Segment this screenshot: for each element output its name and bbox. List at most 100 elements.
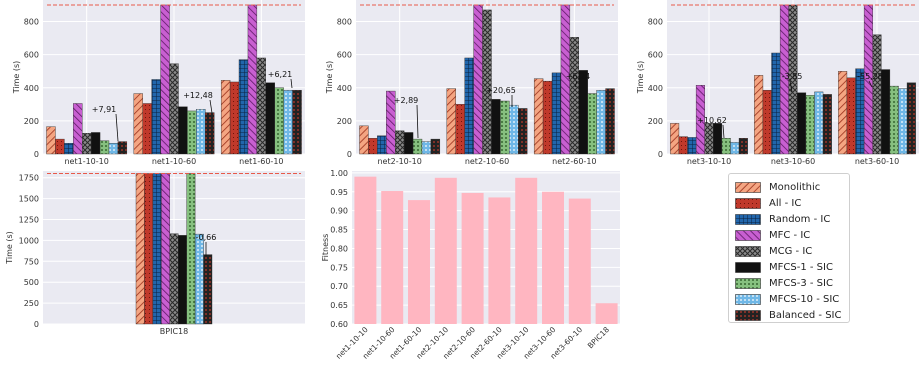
legend-swatch: [735, 261, 761, 273]
annotation-arrow: [574, 80, 578, 88]
legend-label: Monolithic: [769, 181, 821, 193]
bar: [509, 104, 519, 155]
fitness-bar: [354, 176, 377, 324]
legend-item: MCG - IC: [735, 245, 812, 257]
y-tick-label: 400: [648, 84, 663, 93]
y-tick-label: 1000: [19, 236, 39, 245]
y-axis-label: Fitness: [321, 234, 330, 262]
x-tick-label: net3-10-10: [687, 157, 731, 166]
legend-item: All - IC: [735, 197, 801, 209]
bar: [587, 93, 597, 155]
y-axis-label: Time (s): [5, 231, 14, 265]
y-axis-label: Time (s): [12, 61, 21, 95]
chart-bpic: 0 250 500 750 1000 1250 1500 1750 Time (s) BPIC18…: [5, 171, 305, 336]
bar: [569, 37, 579, 155]
bar: [518, 108, 528, 155]
legend-item: Monolithic: [735, 181, 820, 193]
delta-annotation: +12,48: [183, 91, 213, 100]
delta-annotation: +20,65: [486, 86, 516, 95]
bar: [797, 92, 807, 155]
x-tick-label: net2-10-60: [465, 157, 509, 166]
bar: [377, 135, 387, 155]
x-tick-label: net1-60-10: [239, 157, 283, 166]
x-tick-label: net1-10-60: [152, 157, 196, 166]
y-axis-label: Time (s): [325, 61, 334, 95]
annotation-arrow: [209, 99, 213, 114]
delta-annotation: +2,89: [394, 96, 419, 105]
legend-swatch: [735, 245, 761, 257]
bar: [108, 143, 119, 155]
y-tick-label: 0.95: [330, 188, 348, 197]
bar: [55, 138, 65, 155]
y-tick-label: 600: [24, 51, 39, 60]
bar: [64, 143, 74, 155]
bar: [90, 132, 101, 155]
bar: [551, 72, 562, 155]
legend: Monolithic All - IC Random - IC MFC - IC…: [728, 173, 850, 323]
bar: [704, 123, 714, 155]
y-tick-label: 600: [337, 51, 352, 60]
fitness-bar: [542, 191, 564, 324]
y-tick-label: 0: [658, 150, 663, 159]
bar: [533, 78, 544, 155]
bar: [196, 109, 206, 155]
y-tick-label: 1500: [19, 195, 39, 204]
y-axis-label: Time (s): [636, 61, 645, 95]
bar: [178, 106, 188, 155]
bar: [814, 91, 824, 155]
legend-label: MFCS-3 - SIC: [769, 277, 833, 289]
bar: [596, 90, 606, 155]
bar: [838, 71, 848, 155]
bar: [482, 9, 492, 155]
bar: [491, 99, 501, 155]
bar: [430, 138, 441, 155]
fitness-bar: [381, 191, 404, 324]
bar: [178, 235, 187, 325]
y-tick-label: 400: [24, 84, 39, 93]
y-tick-label: 800: [648, 18, 663, 27]
y-tick-label: 200: [337, 117, 352, 126]
bar: [412, 138, 423, 155]
bar: [274, 87, 284, 155]
bar: [151, 79, 161, 155]
bar: [455, 104, 465, 155]
bar: [822, 94, 832, 155]
bar: [265, 82, 275, 155]
bar: [881, 69, 891, 155]
bar: [186, 173, 196, 325]
y-tick-label: 750: [24, 257, 39, 266]
delta-annotation: +6,24: [566, 72, 591, 81]
bar: [846, 77, 856, 155]
chart-net2: 0 200 400 600 800 Time (s) net2-10-10 net2-10-6…: [325, 0, 618, 166]
legend-label: MCG - IC: [769, 245, 813, 257]
bar: [898, 88, 908, 155]
bar: [464, 57, 474, 155]
legend-label: Balanced - SIC: [769, 309, 842, 321]
legend-swatch: [735, 197, 761, 209]
bar: [144, 173, 154, 325]
bar: [713, 123, 723, 155]
y-tick-label: 800: [24, 18, 39, 27]
chart-net1: 0 200 400 600 800 Time (s) net1-10-10 net1-10-6…: [12, 0, 305, 166]
bar: [247, 4, 258, 155]
chart-net3: 0 200 400 600 800 Time (s) net3-10-10 net3-10-6…: [636, 0, 919, 166]
bar: [687, 137, 697, 155]
legend-label: MFCS-1 - SIC: [769, 261, 833, 273]
bar: [135, 173, 145, 325]
bar: [670, 123, 680, 155]
bar: [152, 173, 162, 325]
bar: [678, 136, 688, 155]
y-tick-label: 0.75: [330, 263, 348, 272]
bar: [446, 88, 456, 155]
y-tick-label: 0: [34, 320, 39, 329]
legend-swatch: [735, 213, 761, 225]
y-tick-label: 200: [24, 117, 39, 126]
legend-item: MFCS-10 - SIC: [735, 293, 839, 305]
y-tick-label: 800: [337, 18, 352, 27]
annotation-arrow: [789, 80, 793, 93]
annotation-arrow: [416, 104, 419, 139]
bar: [169, 233, 179, 325]
fitness-bar: [568, 198, 591, 324]
legend-label: All - IC: [769, 197, 802, 209]
